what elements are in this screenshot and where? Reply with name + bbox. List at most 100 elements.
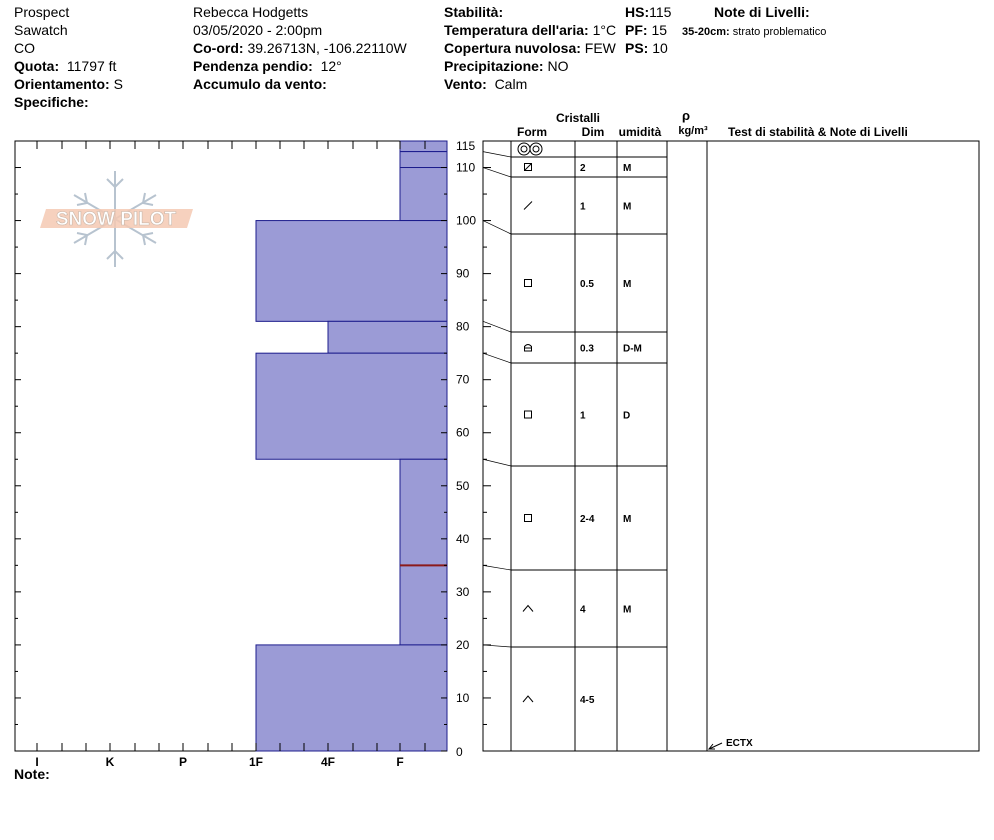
layer-size-6: 2-4 bbox=[580, 514, 595, 525]
layer-note-range: 35-20cm: bbox=[682, 26, 730, 38]
stability-label: Stabilità: bbox=[444, 4, 504, 20]
size-header: Dim bbox=[582, 125, 605, 139]
depth-label-110: 110 bbox=[456, 161, 475, 175]
datetime: 03/05/2020 - 2:00pm bbox=[193, 22, 323, 38]
air-temp: Temperatura dell'aria: 1°C bbox=[444, 22, 616, 38]
layer-size-7: 4 bbox=[580, 605, 586, 616]
location: Prospect bbox=[14, 4, 70, 20]
observer: Rebecca Hodgetts bbox=[193, 4, 309, 20]
stability-test-arrowhead-0 bbox=[707, 743, 715, 750]
precip-label: Precipitazione: bbox=[444, 58, 544, 74]
cloud-value: FEW bbox=[584, 40, 616, 56]
crystals-header: Cristalli bbox=[556, 111, 600, 125]
hardness-label-K: K bbox=[106, 755, 115, 769]
coord-value: 39.26713N, -106.22110W bbox=[247, 40, 407, 56]
layer-note-text: strato problematico bbox=[732, 26, 827, 38]
hardness-label-1F: 1F bbox=[249, 755, 263, 769]
layer-moisture-3: M bbox=[623, 279, 631, 290]
pf-label: PF: bbox=[625, 22, 648, 38]
specifics-label: Specifiche: bbox=[14, 94, 89, 110]
layer-moisture-1: M bbox=[623, 163, 631, 174]
depth-label-0: 0 bbox=[456, 745, 463, 759]
depth-hoar-icon bbox=[522, 695, 534, 703]
facet-square bbox=[524, 279, 532, 287]
layer-table-frame bbox=[482, 140, 980, 752]
layer-moisture-7: M bbox=[623, 605, 631, 616]
depth-hoar-caret bbox=[522, 604, 534, 612]
layer-moisture-5: D bbox=[623, 411, 630, 422]
layer-bar-0 bbox=[399, 140, 448, 153]
connector-line-5 bbox=[482, 352, 512, 364]
state: CO bbox=[14, 40, 35, 56]
hardness-label-I: I bbox=[35, 755, 38, 769]
slope-label: Pendenza pendio: bbox=[193, 58, 313, 74]
depth-hoar-caret bbox=[522, 695, 534, 703]
layer-bar-1 bbox=[399, 151, 448, 169]
depth-label-90: 90 bbox=[456, 267, 470, 281]
elevation: Quota: 11797 ft bbox=[14, 58, 116, 74]
facet-icon bbox=[524, 410, 532, 419]
graupel-inner-a bbox=[520, 145, 528, 153]
slope: Pendenza pendio: 12° bbox=[193, 58, 342, 74]
logo-text: SNOW PILOT bbox=[56, 209, 177, 230]
graupel-icon bbox=[517, 142, 543, 156]
wind: Vento: Calm bbox=[444, 76, 527, 92]
layer-bar-5 bbox=[255, 352, 448, 460]
elevation-label: Quota: bbox=[14, 58, 60, 74]
coord-label: Co-ord: bbox=[193, 40, 244, 56]
air-temp-value: 1°C bbox=[592, 22, 617, 38]
ps-label: PS: bbox=[625, 40, 649, 56]
range: Sawatch bbox=[14, 22, 68, 38]
pf: PF: 15 bbox=[625, 22, 667, 38]
layer-size-3: 0.5 bbox=[580, 279, 594, 290]
layer-bar-3 bbox=[255, 220, 448, 322]
cloud-label: Copertura nuvolosa: bbox=[444, 40, 581, 56]
density-symbol: ρ bbox=[682, 108, 690, 123]
layer-bar-8 bbox=[255, 644, 448, 752]
graupel-circle-a bbox=[517, 142, 531, 156]
graupel-circle-b bbox=[529, 142, 543, 156]
decomposing-icon bbox=[523, 201, 533, 210]
note-label: Note: bbox=[14, 766, 50, 782]
hs-label: HS: bbox=[625, 4, 650, 20]
depth-label-70: 70 bbox=[456, 373, 470, 387]
connector-line-7 bbox=[482, 565, 512, 571]
depth-label-50: 50 bbox=[456, 479, 470, 493]
connector-line-3 bbox=[482, 220, 512, 235]
facet-icon bbox=[524, 514, 532, 522]
facet-square bbox=[524, 410, 532, 419]
stability-test-arrow-0 bbox=[708, 742, 723, 750]
layer-bar-4 bbox=[327, 320, 448, 354]
air-temp-label: Temperatura dell'aria: bbox=[444, 22, 589, 38]
rounded-facet-slash bbox=[524, 163, 532, 171]
depth-label-40: 40 bbox=[456, 532, 470, 546]
moisture-header: umidità bbox=[619, 125, 662, 139]
layer-size-5: 1 bbox=[580, 411, 586, 422]
hardness-label-F: F bbox=[396, 755, 403, 769]
connector-line-2 bbox=[482, 167, 512, 178]
depth-hoar-icon bbox=[522, 604, 534, 612]
connector-line-4 bbox=[482, 321, 512, 333]
facet-icon bbox=[524, 279, 532, 287]
form-header: Form bbox=[517, 125, 547, 139]
depth-label-10: 10 bbox=[456, 691, 470, 705]
slope-value: 12° bbox=[320, 58, 342, 74]
aspect-value: S bbox=[113, 76, 123, 92]
hs-value: 115 bbox=[649, 4, 672, 20]
layer-size-8: 4-5 bbox=[580, 695, 595, 706]
stability-test-label-0: ECTX bbox=[726, 738, 753, 749]
facet-square bbox=[524, 514, 532, 522]
depth-label-100: 100 bbox=[456, 214, 476, 228]
hs: HS:115 bbox=[625, 4, 671, 20]
layer-bar-7 bbox=[399, 564, 448, 646]
layer-note: 35-20cm: strato problematico bbox=[682, 24, 826, 40]
depth-label-30: 30 bbox=[456, 585, 470, 599]
precipitation: Precipitazione: NO bbox=[444, 58, 568, 74]
stability-notes-header: Test di stabilità & Note di Livelli bbox=[728, 125, 908, 139]
layer-size-1: 2 bbox=[580, 163, 586, 174]
layer-notes-title: Note di Livelli: bbox=[714, 4, 810, 20]
density-unit: kg/m³ bbox=[678, 125, 708, 137]
connector-line-8 bbox=[482, 644, 512, 648]
elevation-value: 11797 ft bbox=[66, 58, 117, 74]
